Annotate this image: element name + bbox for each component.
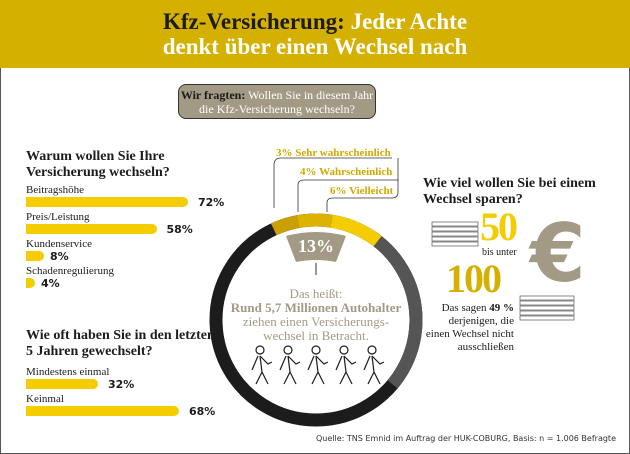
ring-line3: ziehen einen Versicherungs- [242, 314, 390, 329]
ann-3-pct: 6% [330, 185, 347, 197]
ann-1-label: Sehr wahrscheinlich [295, 147, 391, 159]
bar [26, 251, 44, 261]
bar-label: Keinmal [26, 393, 64, 405]
center-label-shape [286, 232, 346, 262]
ring-line4: wechsel in Betracht. [263, 328, 369, 343]
ann-3-label: Vielleicht [349, 185, 394, 197]
callout-line-2 [297, 158, 399, 212]
ring-line1: Das heißt: [289, 286, 343, 301]
bar-value: 8% [50, 250, 69, 263]
walker-icon [363, 345, 385, 385]
question-line1: Wollen Sie in diesem Jahr [248, 88, 374, 102]
money-stack-icon [431, 221, 479, 247]
walker-icon [251, 345, 273, 385]
bar [26, 278, 35, 288]
walker-icon [279, 345, 301, 385]
bar [26, 379, 98, 389]
bar-value: 72% [198, 196, 225, 209]
bar-label: Beitragshöhe [26, 184, 85, 196]
bar-label: Kundenservice [26, 238, 92, 250]
savings-pct: 49 % [489, 302, 514, 314]
ring-text: Das heißt: Rund 5,7 Millionen Autohalter… [211, 287, 421, 343]
ring-slice [296, 213, 333, 229]
ring-gray [373, 236, 423, 389]
savings-between: bis unter [482, 247, 517, 258]
savings-from: 50 [480, 204, 518, 249]
bar-label: Schadenregulierung [26, 265, 114, 277]
ann-2-pct: 4% [300, 166, 317, 178]
question-box: Wir fragten: Wollen Sie in diesem Jahr d… [178, 84, 376, 119]
walker-icon [307, 345, 329, 385]
savings-text-2: derjenigen, die [448, 315, 514, 327]
question-line2: die Kfz-Versicherung wechseln? [199, 102, 355, 116]
bar-value: 4% [41, 277, 60, 290]
source-note: Quelle: TNS Emnid im Auftrag der HUK-COB… [316, 434, 616, 443]
savings-text: Das sagen 49 % derjenigen, die einen Wec… [416, 302, 514, 354]
ring-slice [270, 215, 300, 236]
header: Kfz-Versicherung: Jeder Achte denkt über… [0, 0, 630, 68]
ring-line2: Rund 5,7 Millionen Autohalter [230, 300, 402, 315]
question-prefix: Wir fragten: [180, 88, 246, 102]
euro-symbol: € [530, 207, 586, 300]
bar [26, 197, 188, 207]
ring-slice [330, 214, 382, 247]
title-light-2: denkt über einen Wechsel nach [162, 34, 468, 59]
ann-1-pct: 3% [276, 147, 293, 159]
bar-label: Preis/Leistung [26, 211, 90, 223]
walker-icon [335, 345, 357, 385]
bar [26, 224, 157, 234]
savings-title-2: Wechsel sparen? [423, 192, 523, 207]
callout-line-1 [273, 157, 392, 208]
callout-line-3 [326, 180, 399, 212]
bar-value: 32% [108, 378, 135, 391]
total-percent: 13% [298, 236, 334, 256]
title-light-1: Jeder Achte [350, 9, 468, 34]
bar-value: 68% [189, 405, 216, 418]
savings-text-1: Das sagen [441, 302, 487, 314]
savings-to: 100 [446, 256, 502, 301]
walker-icons [251, 345, 385, 385]
reasons-title: Warum wollen Sie Ihre Versicherung wechs… [26, 149, 170, 180]
ann-2-label: Wahrscheinlich [319, 166, 393, 178]
bar [26, 406, 179, 416]
money-stack-icon [519, 295, 575, 321]
frequency-title: Wie oft haben Sie in den letzten 5 Jahre… [26, 328, 215, 359]
savings-title-1: Wie viel wollen Sie bei einem [423, 176, 596, 191]
savings-text-3: einen Wechsel nicht [425, 328, 514, 340]
bar-value: 58% [166, 223, 193, 236]
title-dark: Kfz-Versicherung: [162, 9, 345, 34]
ring-chart [209, 213, 423, 427]
bar-label: Mindestens einmal [26, 366, 110, 378]
savings-text-4: ausschließen [457, 341, 514, 353]
